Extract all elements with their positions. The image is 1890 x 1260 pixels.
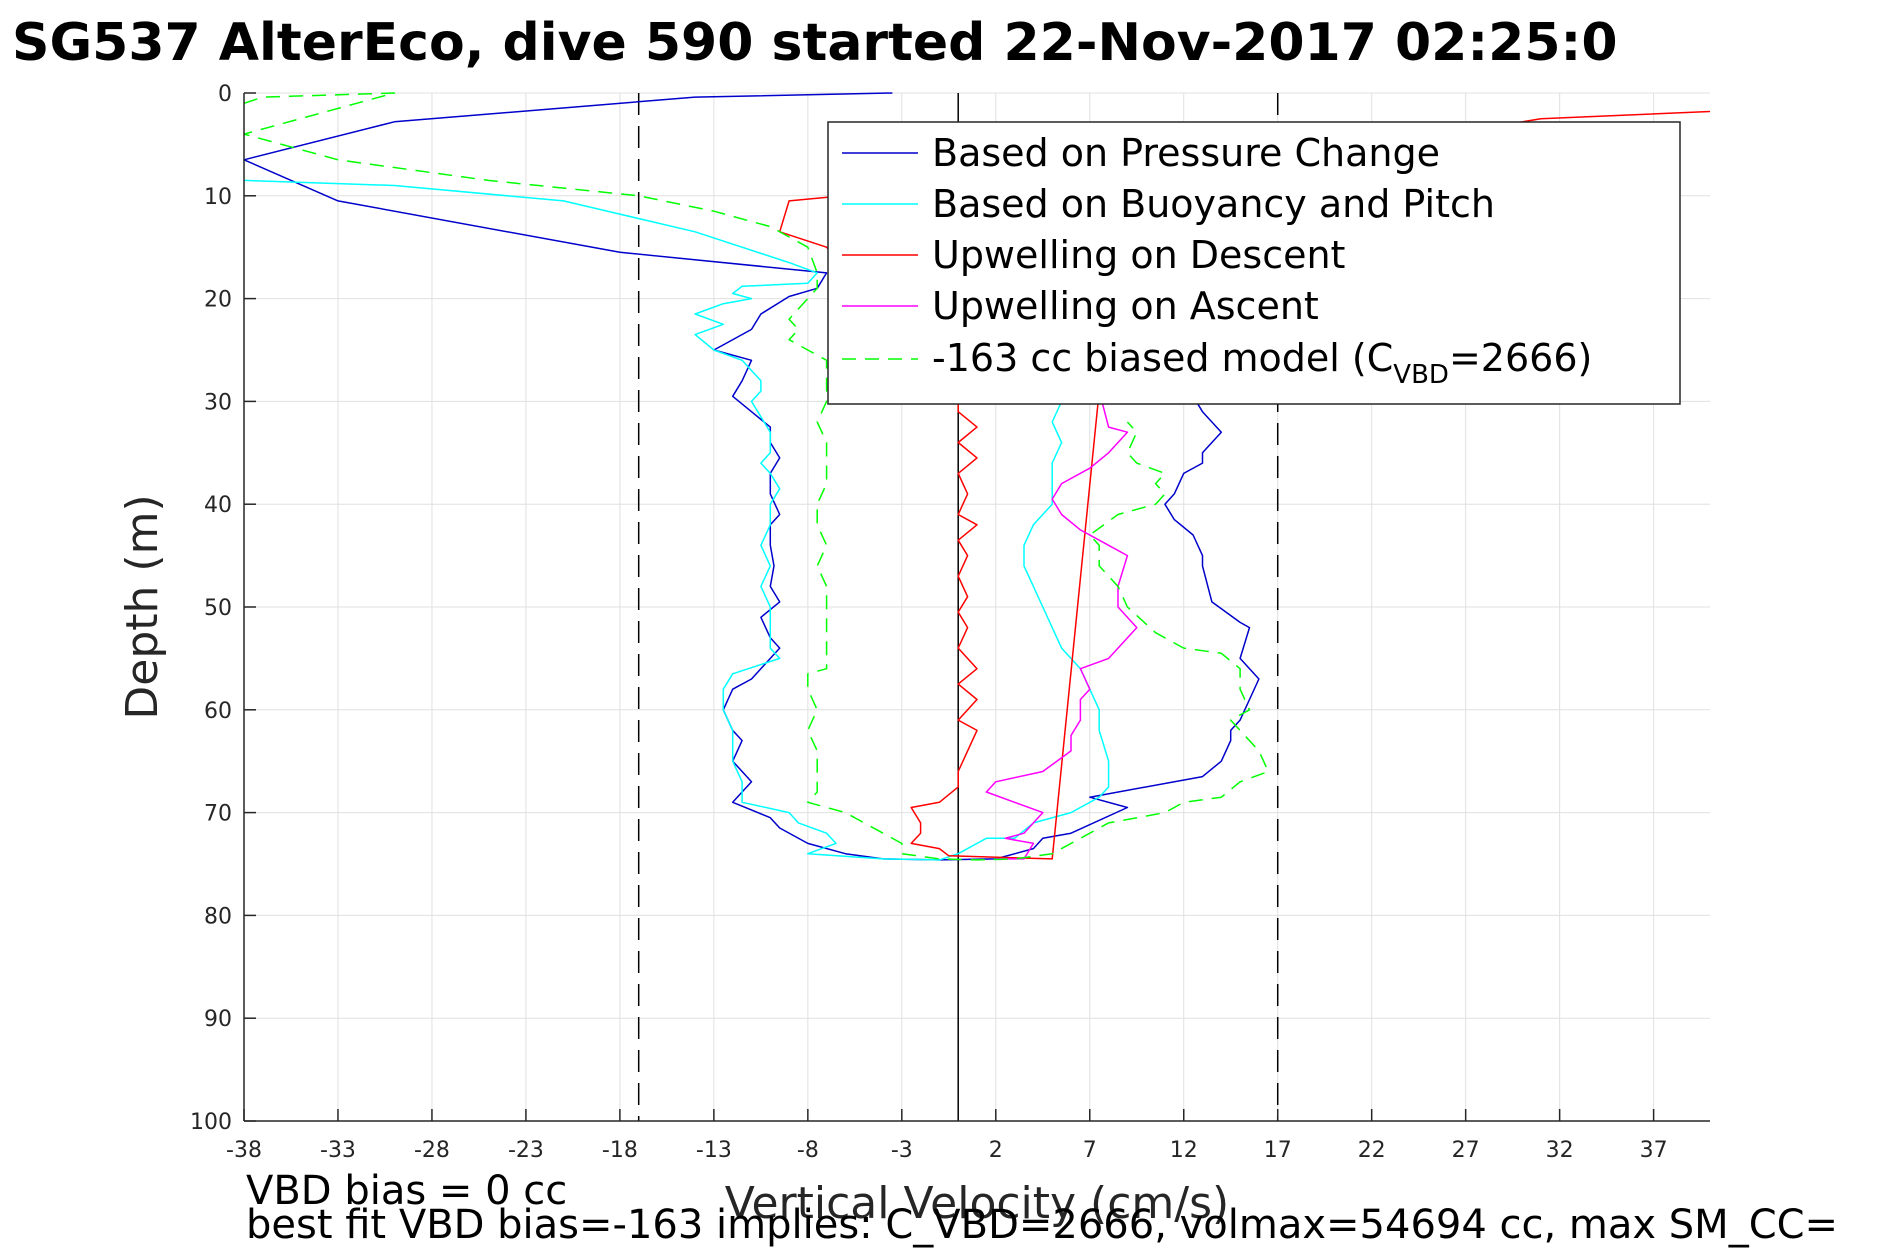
axes bbox=[243, 92, 1710, 1122]
x-tick-label: 27 bbox=[1452, 1138, 1480, 1163]
legend-label-main: -163 cc biased model (C bbox=[932, 336, 1393, 380]
y-tick-label: 100 bbox=[190, 1110, 232, 1135]
x-axis-label: Vertical Velocity (cm/s) bbox=[725, 1178, 1229, 1229]
legend-entry: Based on Buoyancy and Pitch bbox=[842, 182, 1495, 226]
legend-label: Based on Buoyancy and Pitch bbox=[932, 182, 1495, 226]
x-tick-label: -18 bbox=[602, 1138, 638, 1163]
series-line bbox=[985, 390, 1138, 860]
legend-label-subscript: VBD bbox=[1393, 360, 1449, 390]
legend-box bbox=[827, 121, 1681, 405]
x-tick-label: -38 bbox=[226, 1138, 262, 1163]
y-tick-label: 30 bbox=[204, 390, 232, 415]
legend-entry: Based on Pressure Change bbox=[842, 131, 1440, 175]
x-tick-label: -33 bbox=[320, 1138, 356, 1163]
y-tick-label: 70 bbox=[204, 802, 232, 827]
legend-label: Upwelling on Ascent bbox=[932, 284, 1319, 328]
x-tick-label: 32 bbox=[1546, 1138, 1574, 1163]
y-tick-label: 40 bbox=[204, 493, 232, 518]
y-tick-label: 0 bbox=[218, 82, 232, 107]
y-tick-label: 10 bbox=[204, 185, 232, 210]
y-tick-label: 50 bbox=[204, 596, 232, 621]
legend-entry: -163 cc biased model (CVBD=2666) bbox=[842, 336, 1592, 390]
x-tick-label: 7 bbox=[1083, 1138, 1097, 1163]
chart-title: SG537 AlterEco, dive 590 started 22-Nov-… bbox=[12, 13, 1618, 73]
y-tick-label: 80 bbox=[204, 904, 232, 929]
y-tick-label: 60 bbox=[204, 699, 232, 724]
x-tick-label: 2 bbox=[989, 1138, 1003, 1163]
legend-entry: Upwelling on Ascent bbox=[842, 284, 1319, 328]
x-tick-labels: -38 -33 -28 -23 -18 -13 -8 -3 2 7 12 17 22 27 32 37 bbox=[226, 1138, 1668, 1163]
x-tick-label: -23 bbox=[508, 1138, 544, 1163]
legend-label: Based on Pressure Change bbox=[932, 131, 1440, 175]
x-tick-label: -28 bbox=[414, 1138, 450, 1163]
legend-label: -163 cc biased model (CVBD=2666) bbox=[932, 336, 1592, 390]
x-tick-label: 22 bbox=[1358, 1138, 1386, 1163]
x-tick-label: 12 bbox=[1170, 1138, 1198, 1163]
y-axis-label: Depth (m) bbox=[117, 494, 168, 719]
series-line bbox=[243, 179, 1110, 861]
x-tick-label: -8 bbox=[797, 1138, 819, 1163]
legend-label: Upwelling on Descent bbox=[932, 233, 1345, 277]
annotation-vbd-bias: VBD bias = 0 cc bbox=[246, 1168, 567, 1214]
annotation-best-fit: best fit VBD bias=-163 implies: C_VBD=26… bbox=[246, 1202, 1838, 1248]
series-line bbox=[243, 92, 1270, 861]
legend-entry: Upwelling on Descent bbox=[842, 233, 1345, 277]
x-tick-label: 37 bbox=[1640, 1138, 1668, 1163]
y-tick-labels: 0 10 20 30 40 50 60 70 80 90 100 bbox=[190, 82, 232, 1135]
legend: Based on Pressure Change Based on Buoyan… bbox=[827, 121, 1681, 405]
legend-label-tail: =2666) bbox=[1449, 336, 1592, 380]
x-tick-label: -13 bbox=[696, 1138, 732, 1163]
x-tick-label: 17 bbox=[1264, 1138, 1292, 1163]
y-tick-label: 20 bbox=[204, 288, 232, 313]
y-tick-label: 90 bbox=[204, 1007, 232, 1032]
x-tick-label: -3 bbox=[891, 1138, 913, 1163]
